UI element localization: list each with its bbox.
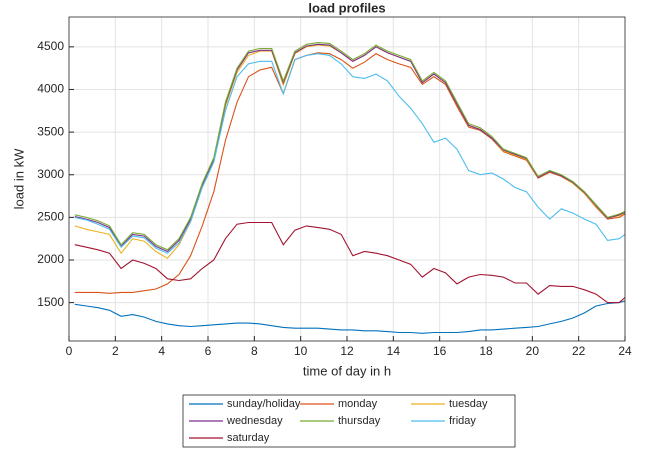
line-series [74, 52, 626, 294]
legend-label: wednesday [226, 415, 283, 427]
x-tick-label: 2 [112, 344, 119, 358]
x-tick-label: 18 [479, 344, 493, 358]
legend-label: friday [449, 415, 476, 427]
line-series [74, 42, 626, 251]
x-tick-label: 4 [158, 344, 165, 358]
legend-label: sunday/holiday [227, 398, 301, 410]
y-tick-label: 4500 [37, 39, 64, 53]
chart-title: load profiles [308, 0, 385, 15]
y-tick-label: 4000 [37, 82, 64, 96]
y-tick-label: 1500 [37, 295, 64, 309]
x-tick-label: 10 [294, 344, 308, 358]
line-series [74, 221, 626, 304]
legend-label: tuesday [449, 398, 488, 410]
line-series [74, 53, 626, 254]
plot-frame [68, 16, 626, 342]
legend-label: monday [338, 398, 378, 410]
x-axis-label: time of day in h [303, 363, 391, 378]
legend-box [182, 394, 516, 448]
x-tick-label: 6 [205, 344, 212, 358]
line-series [74, 43, 626, 253]
x-tick-label: 16 [433, 344, 447, 358]
x-tick-label: 0 [66, 344, 73, 358]
x-tick-label: 8 [251, 344, 258, 358]
y-axis-label: load in kW [11, 148, 26, 209]
x-tick-label: 12 [340, 344, 354, 358]
y-tick-label: 3000 [37, 167, 64, 181]
legend-label: thursday [338, 415, 381, 427]
x-tick-label: 22 [572, 344, 586, 358]
x-tick-label: 20 [526, 344, 540, 358]
x-tick-label: 24 [618, 344, 632, 358]
y-tick-label: 2500 [37, 210, 64, 224]
y-tick-label: 2000 [37, 252, 64, 266]
legend-label: saturday [227, 432, 270, 444]
line-series [74, 300, 626, 334]
x-tick-label: 14 [387, 344, 401, 358]
y-tick-label: 3500 [37, 124, 64, 138]
